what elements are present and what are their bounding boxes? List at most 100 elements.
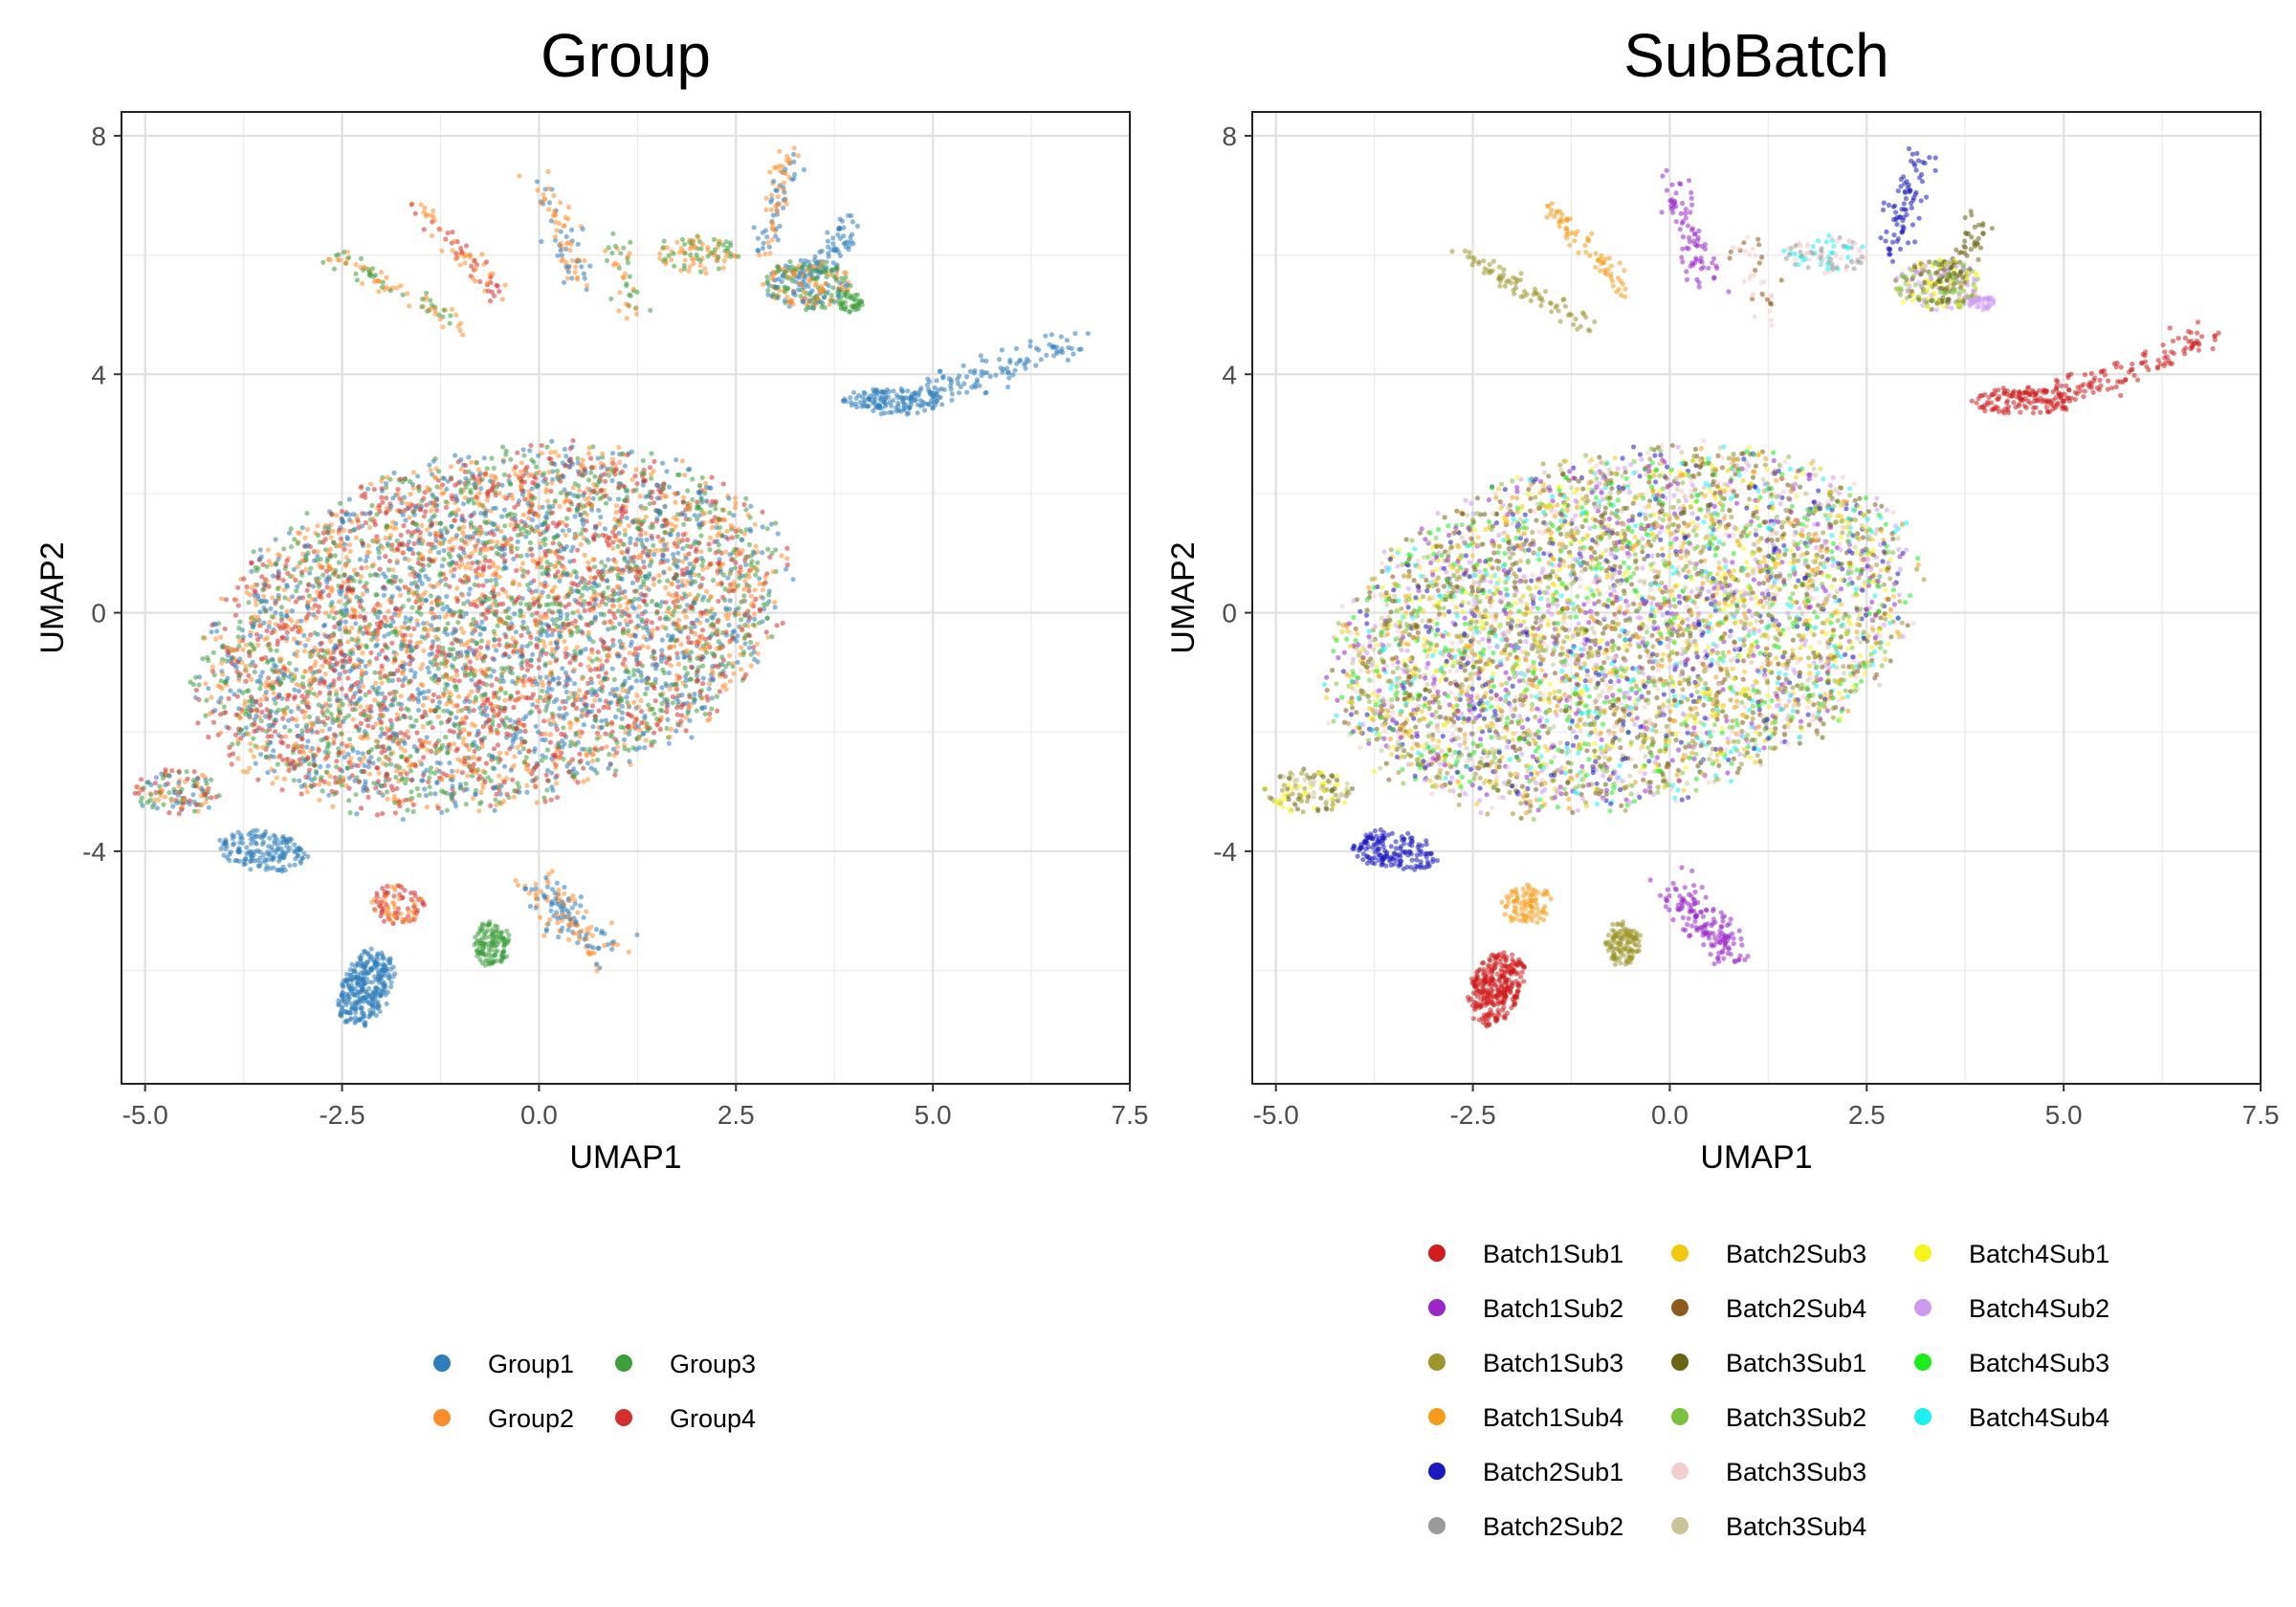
data-point [554, 523, 560, 529]
data-point [326, 613, 332, 619]
data-point [379, 680, 385, 686]
data-point [324, 559, 330, 564]
data-point [616, 445, 622, 451]
data-point [696, 513, 702, 518]
data-point [692, 540, 697, 547]
data-point [301, 715, 308, 720]
data-point [621, 541, 627, 547]
data-point [404, 776, 409, 782]
data-point [589, 703, 596, 709]
data-point [446, 690, 452, 695]
data-point [710, 677, 717, 683]
data-point [234, 669, 240, 674]
data-point [221, 704, 227, 710]
data-point [741, 635, 748, 641]
data-point [430, 559, 436, 564]
data-point [725, 575, 731, 581]
data-point [546, 680, 552, 687]
data-point [567, 677, 573, 683]
data-point [515, 533, 521, 539]
data-point [592, 714, 598, 719]
data-point [236, 643, 242, 649]
data-point [610, 545, 616, 551]
data-point [448, 711, 453, 716]
data-point [709, 606, 715, 612]
data-point [716, 516, 721, 521]
data-point [481, 654, 488, 660]
data-point [587, 636, 593, 642]
data-point [550, 503, 556, 510]
data-point [673, 728, 679, 734]
data-point [338, 500, 343, 506]
data-point [332, 624, 338, 629]
data-point [563, 571, 569, 578]
data-point [412, 671, 418, 676]
data-point [300, 674, 306, 680]
data-point [674, 650, 680, 656]
data-point [259, 670, 265, 675]
data-point [494, 676, 499, 682]
data-point [562, 487, 567, 493]
data-point [427, 739, 432, 746]
data-point [670, 700, 676, 706]
data-point [451, 665, 456, 671]
data-point [287, 660, 293, 666]
data-point [494, 550, 499, 556]
data-point [585, 477, 592, 483]
data-point [328, 589, 334, 595]
data-point [720, 657, 727, 663]
data-point [330, 567, 336, 573]
data-point [546, 607, 552, 614]
data-point [383, 480, 389, 486]
data-point [336, 527, 342, 533]
data-point [728, 522, 734, 528]
data-point [324, 708, 330, 714]
data-point [489, 682, 495, 688]
data-point [554, 616, 560, 623]
data-point [560, 519, 565, 525]
data-point [575, 693, 581, 698]
data-point [599, 718, 605, 724]
data-point [604, 538, 609, 544]
data-point [247, 765, 253, 771]
data-point [390, 730, 396, 736]
data-point [604, 744, 609, 750]
data-point [716, 639, 721, 645]
data-point [746, 633, 753, 639]
data-point [415, 608, 421, 615]
data-point [418, 681, 424, 688]
data-point [543, 772, 549, 778]
data-point [617, 521, 623, 528]
data-point [544, 560, 550, 565]
data-point [580, 711, 585, 716]
data-point [477, 502, 483, 508]
data-point [419, 581, 425, 586]
data-point [743, 561, 749, 568]
data-point [376, 502, 382, 508]
data-point [336, 542, 342, 548]
data-point [387, 734, 393, 740]
data-point [476, 678, 483, 685]
data-point [408, 639, 413, 645]
data-point [390, 619, 396, 625]
data-point [696, 572, 702, 579]
data-point [523, 534, 529, 539]
data-point [435, 644, 442, 649]
data-point [699, 474, 705, 481]
data-point [763, 629, 769, 635]
data-point [436, 677, 442, 683]
data-point [590, 724, 596, 730]
data-point [235, 737, 241, 743]
data-point [240, 690, 246, 695]
data-point [616, 693, 622, 699]
data-point [534, 800, 540, 805]
data-point [474, 620, 479, 626]
data-point [503, 448, 509, 454]
data-point [622, 678, 629, 684]
data-point [233, 664, 239, 671]
data-point [681, 625, 687, 630]
data-point [305, 604, 311, 609]
data-point [214, 628, 220, 634]
data-point [434, 759, 440, 765]
